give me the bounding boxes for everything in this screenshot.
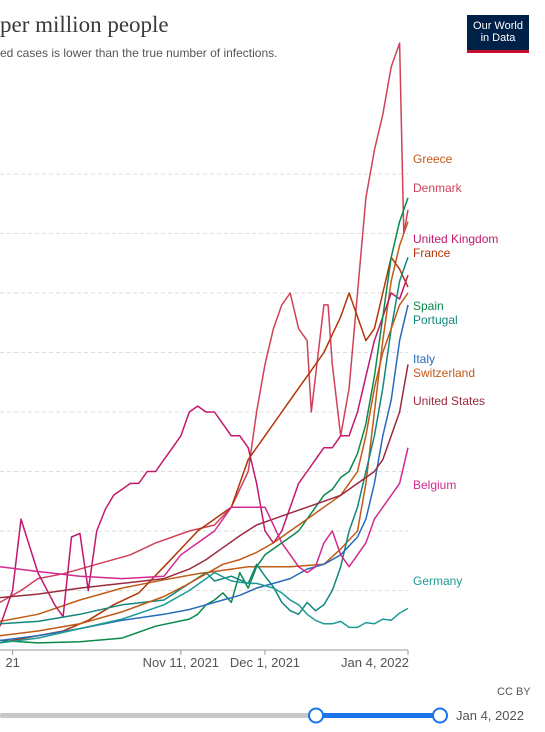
- timeline-end-date: Jan 4, 2022: [456, 708, 524, 723]
- series-line-denmark[interactable]: [0, 42, 409, 604]
- chart-title: per million people: [0, 12, 169, 37]
- series-line-united-kingdom[interactable]: [0, 274, 409, 627]
- series-line-switzerland[interactable]: [0, 292, 409, 637]
- x-tick-label: 21: [5, 655, 19, 670]
- x-tick-label: Nov 11, 2021: [143, 655, 219, 670]
- timeline-start-handle[interactable]: [308, 707, 324, 724]
- x-axis: 21 Nov 11, 2021 Dec 1, 2021 Jan 4, 2022: [0, 649, 409, 670]
- logo-line1: Our World: [473, 20, 523, 32]
- timeline-selected-range[interactable]: [316, 713, 440, 718]
- gridlines: [0, 173, 408, 591]
- series-label-france[interactable]: France: [413, 246, 451, 260]
- license-label[interactable]: CC BY: [497, 686, 531, 698]
- series-label-united-states[interactable]: United States: [413, 394, 485, 408]
- series-line-united-states[interactable]: [0, 364, 409, 599]
- series-lines[interactable]: [0, 42, 409, 644]
- logo-line2: in Data: [480, 32, 516, 44]
- series-line-belgium[interactable]: [0, 447, 409, 580]
- timeline-end-handle[interactable]: [432, 707, 448, 724]
- owid-logo[interactable]: Our World in Data: [467, 15, 529, 53]
- series-label-spain[interactable]: Spain: [413, 299, 444, 313]
- series-line-germany[interactable]: [0, 571, 409, 644]
- series-label-united-kingdom[interactable]: United Kingdom: [413, 232, 498, 246]
- timeline-track[interactable]: [0, 713, 316, 718]
- series-line-france[interactable]: [0, 256, 409, 644]
- series-label-switzerland[interactable]: Switzerland: [413, 366, 475, 380]
- series-label-belgium[interactable]: Belgium: [413, 478, 456, 492]
- x-tick-label: Dec 1, 2021: [230, 655, 300, 670]
- x-tick-label: Jan 4, 2022: [341, 655, 409, 670]
- series-line-greece[interactable]: [0, 221, 409, 623]
- line-chart[interactable]: 21 Nov 11, 2021 Dec 1, 2021 Jan 4, 2022 Gre…: [0, 0, 545, 690]
- series-line-portugal[interactable]: [0, 257, 409, 625]
- series-label-denmark[interactable]: Denmark: [413, 181, 463, 195]
- series-line-spain[interactable]: [0, 197, 409, 644]
- series-line-italy[interactable]: [0, 304, 409, 642]
- series-label-greece[interactable]: Greece: [413, 152, 453, 166]
- series-label-germany[interactable]: Germany: [413, 574, 462, 588]
- series-label-portugal[interactable]: Portugal: [413, 313, 458, 327]
- chart-subtitle: ed cases is lower than the true number o…: [0, 46, 278, 60]
- timeline-slider[interactable]: [0, 700, 545, 732]
- series-label-italy[interactable]: Italy: [413, 352, 435, 366]
